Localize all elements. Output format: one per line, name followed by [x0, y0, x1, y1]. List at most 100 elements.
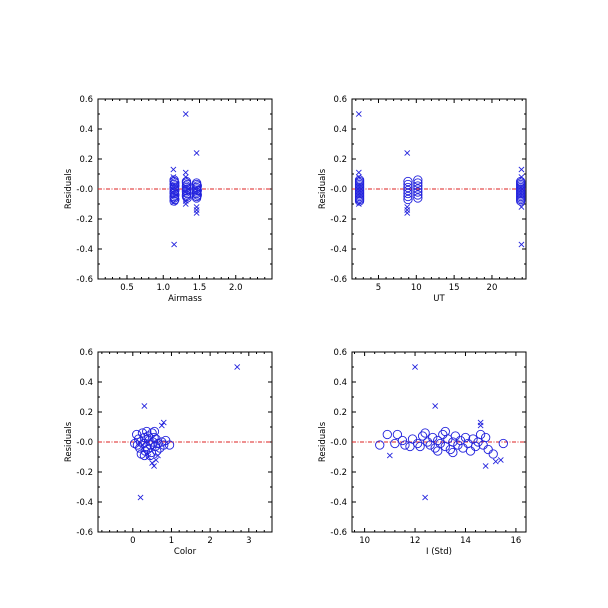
airmass-circle-point — [191, 193, 202, 203]
ut-circle-point — [403, 179, 413, 190]
i-std-x-point — [482, 463, 489, 469]
airmass-x-point — [182, 169, 189, 176]
ut-x-point-stroke — [518, 174, 525, 180]
ut-x-point — [355, 174, 362, 180]
ut-x-point — [404, 150, 411, 156]
ut-x-point-stroke — [404, 210, 411, 216]
ut-y-tick-label: 0.6 — [333, 95, 347, 105]
color-circle-point — [132, 440, 143, 450]
color-x-point-stroke — [151, 463, 157, 469]
color-y-tick-label: -0.4 — [76, 498, 93, 508]
color-y-tick-label: -0.2 — [76, 468, 93, 478]
color-y-tick-label: -0.6 — [76, 528, 93, 538]
i-std-x-tick-label: 14 — [460, 536, 471, 546]
airmass-x-point — [182, 111, 189, 117]
airmass-x-axis-label: Airmass — [168, 294, 202, 304]
i-std-x-point-stroke — [386, 452, 393, 459]
color-y-tick-label: 0.6 — [79, 348, 93, 358]
i-std-x-point-stroke — [422, 494, 429, 501]
ut-x-point — [518, 241, 525, 248]
i-std-circle-point — [448, 437, 458, 447]
i-std-x-tick-label: 16 — [510, 536, 521, 546]
color-y-tick-label: -0.0 — [76, 438, 93, 448]
airmass-y-axis-label: Residuals — [64, 168, 74, 209]
color-x-point — [151, 463, 157, 469]
i-std-circle-point — [460, 432, 471, 443]
airmass-y-tick-label: 0.6 — [79, 95, 93, 105]
airmass-x-point — [193, 204, 200, 210]
i-std-y-tick-label: 0.2 — [333, 408, 347, 418]
airmass-y-tick-label: -0.6 — [76, 275, 93, 285]
i-std-x-point — [477, 419, 484, 426]
i-std-circle-point — [433, 435, 443, 446]
i-std-circle-point — [453, 440, 463, 450]
color-x-tick-label: 0 — [130, 536, 135, 546]
ut-x-point — [355, 169, 362, 176]
ut-x-tick-label: 5 — [376, 283, 381, 293]
ut-x-point-stroke — [355, 169, 362, 176]
ut-circle-point — [403, 185, 413, 196]
i-std-x-axis-label: I (Std) — [426, 547, 452, 557]
color-circle-point — [145, 450, 155, 461]
airmass-circle-point — [169, 188, 179, 199]
ut-x-axis-label: UT — [433, 294, 445, 304]
ut-y-axis-label: Residuals — [318, 168, 328, 209]
airmass-x-point-stroke — [193, 210, 200, 216]
color-x-point-stroke — [234, 364, 241, 370]
i-std-circle-point — [448, 447, 458, 458]
airmass-y-tick-label: 0.4 — [79, 125, 93, 135]
color-x-point — [149, 460, 156, 466]
airmass-x-point — [193, 150, 200, 156]
i-std-circle-point — [470, 441, 481, 452]
ut-circle-point — [413, 178, 423, 188]
ut-x-point — [404, 210, 411, 216]
color-x-point-stroke — [160, 419, 167, 426]
ut-x-point — [518, 174, 525, 180]
color-circle-point — [139, 432, 150, 443]
airmass-y-tick-label: -0.2 — [76, 215, 93, 225]
i-std-y-tick-label: -0.0 — [330, 438, 347, 448]
i-std-circle-point — [483, 444, 493, 455]
i-std-circle-point — [397, 435, 408, 446]
color-x-tick-label: 1 — [169, 536, 174, 546]
ut-y-tick-label: -0.6 — [330, 275, 347, 285]
i-std-x-tick-label: 10 — [359, 536, 370, 546]
color-circle-point — [159, 440, 169, 450]
i-std-x-point — [422, 494, 429, 501]
color-circle-point — [142, 426, 152, 437]
i-std-circle-point — [498, 438, 508, 449]
i-std-y-tick-label: -0.4 — [330, 498, 347, 508]
i-std-circle-point — [428, 432, 438, 443]
color-x-tick-label: 3 — [246, 536, 251, 546]
color-circle-point — [137, 428, 148, 438]
i-std-x-point-stroke — [477, 422, 484, 429]
airmass-x-point — [193, 210, 200, 216]
airmass-x-point-stroke — [193, 150, 200, 156]
ut-y-tick-label: -0.2 — [330, 215, 347, 225]
airmass-x-point-stroke — [182, 111, 189, 117]
i-std-circle-point — [412, 438, 423, 449]
panel-ut: -0.6 -0.4 -0.2 -0.0 0.2 0.4 0.6 5 10 15 20 UT Residu… — [318, 95, 527, 304]
color-circle-point — [139, 450, 150, 461]
color-circle-point — [145, 440, 155, 450]
airmass-x-point — [182, 174, 189, 180]
ut-x-point — [404, 204, 411, 210]
color-x-point-stroke — [153, 457, 159, 463]
i-std-x-point — [432, 403, 439, 409]
ut-circle-point — [403, 176, 413, 187]
ut-x-point — [518, 204, 525, 210]
ut-x-tick-label: 15 — [449, 283, 460, 293]
i-std-x-point-stroke — [482, 463, 489, 469]
i-std-x-point-stroke — [412, 364, 418, 370]
i-std-circle-point — [407, 434, 418, 444]
i-std-y-tick-label: 0.4 — [333, 378, 347, 388]
ut-circle-point — [403, 191, 413, 202]
ut-y-tick-label: 0.4 — [333, 125, 347, 135]
color-x-point — [158, 422, 165, 429]
ut-x-point — [404, 207, 411, 213]
airmass-x-point-stroke — [182, 169, 189, 176]
ut-circle-point — [413, 187, 423, 197]
i-std-y-tick-label: -0.2 — [330, 468, 347, 478]
ut-circle-point — [413, 175, 423, 185]
airmass-x-tick-label: 1.0 — [156, 283, 170, 293]
